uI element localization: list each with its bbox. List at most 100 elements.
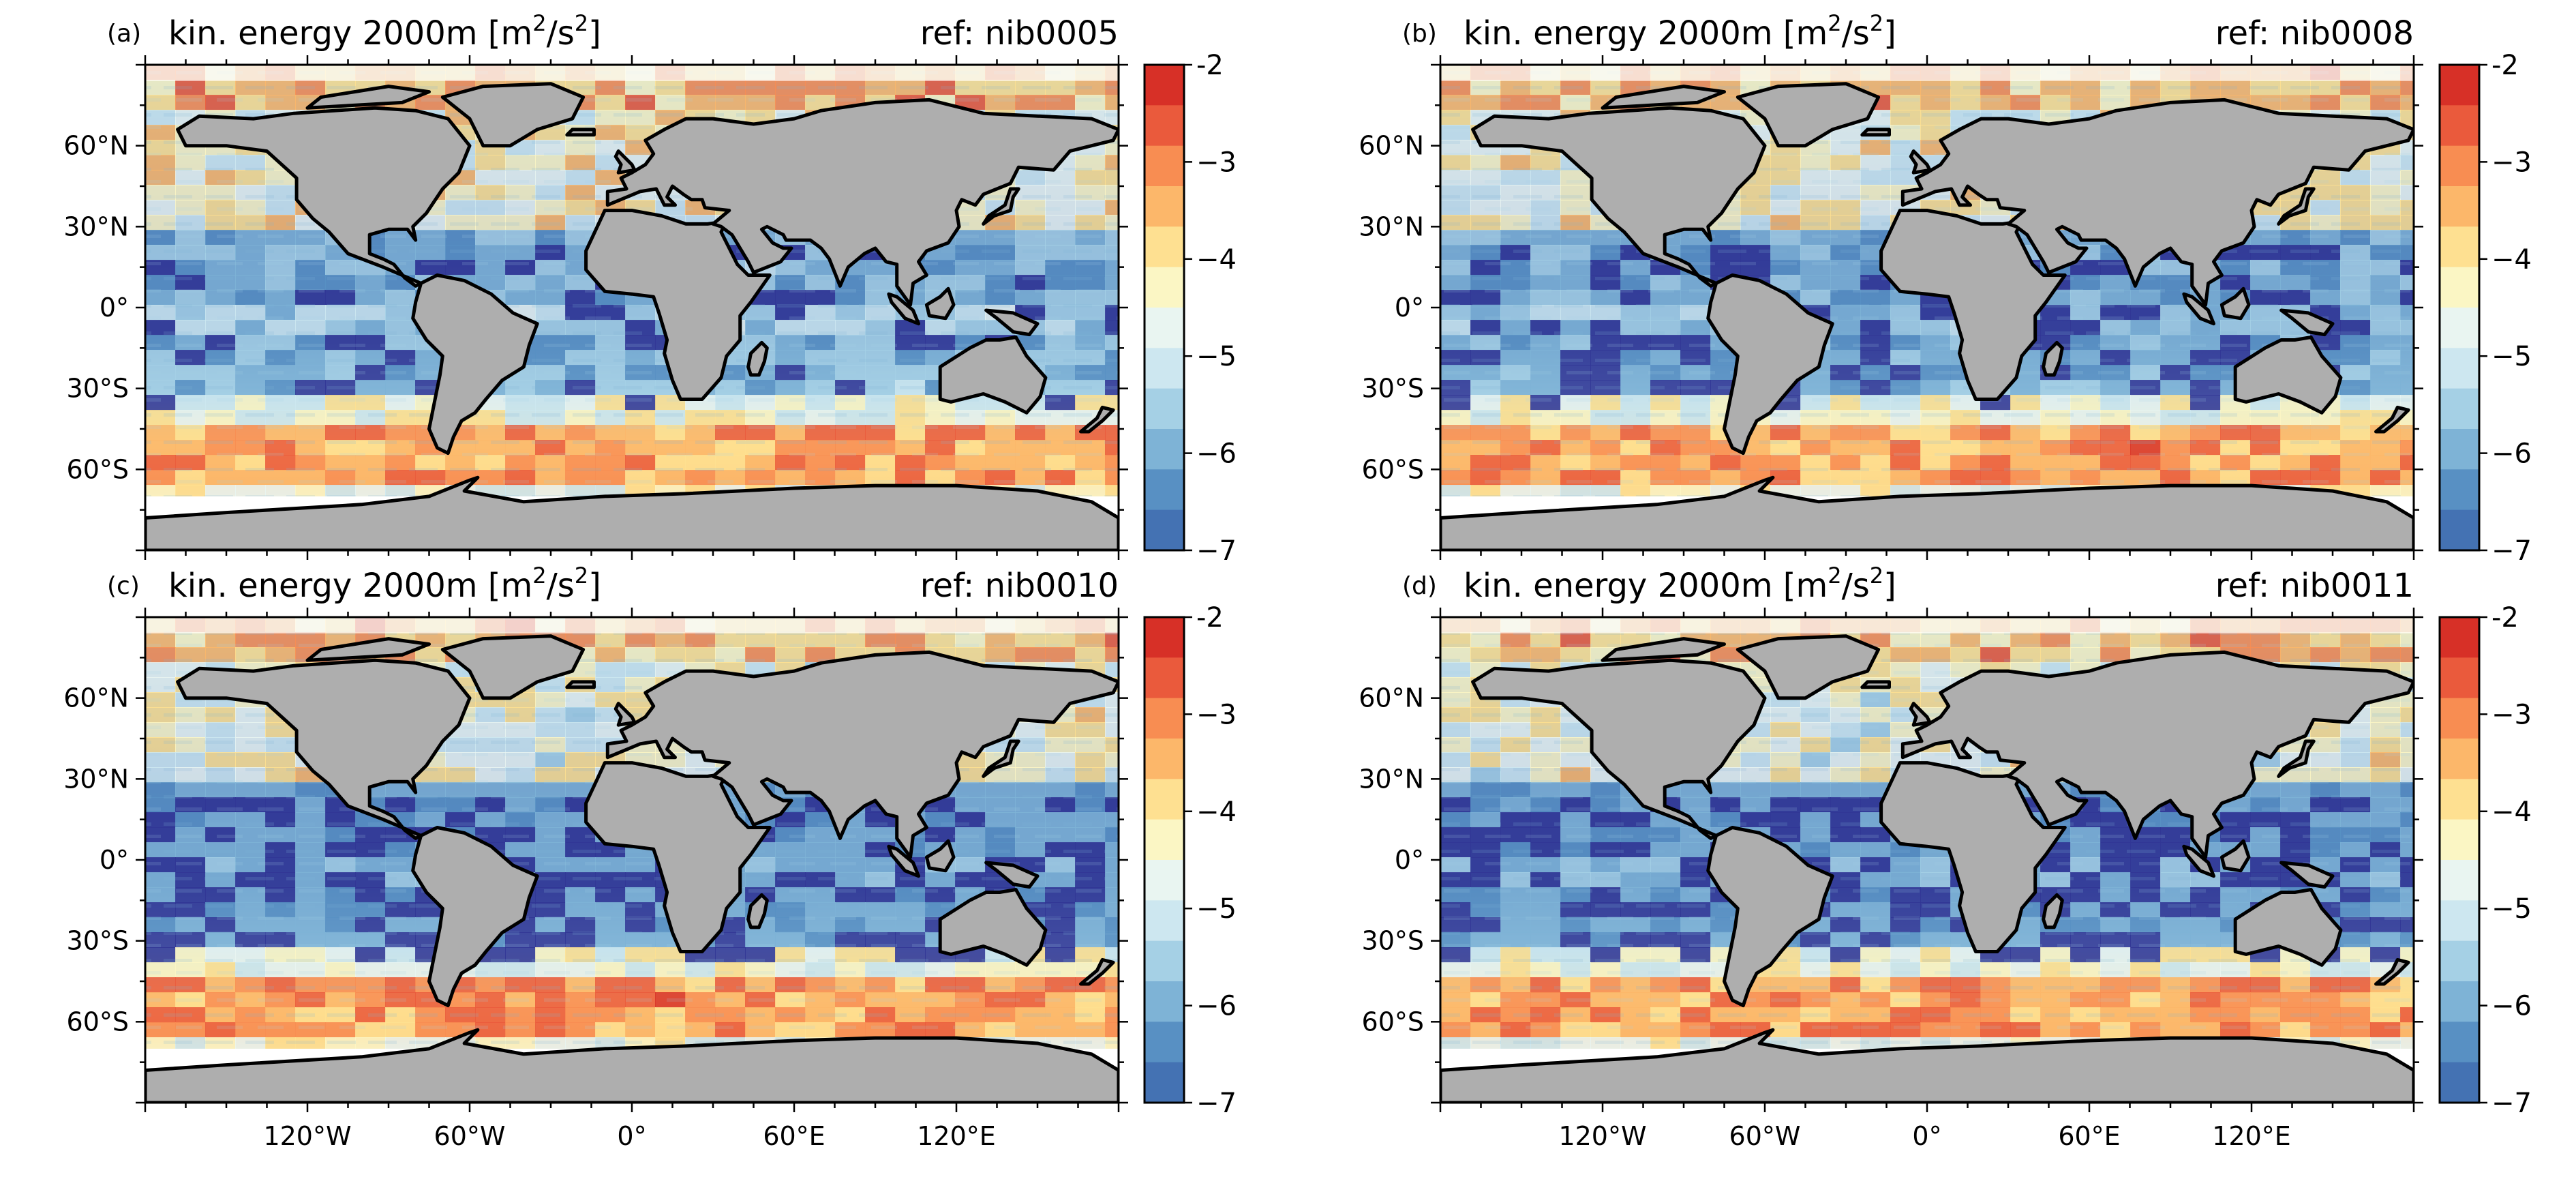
land-borneo (2219, 839, 2251, 873)
colorbar-tick-label: −3 (2491, 147, 2532, 178)
colorbar-segment (1145, 1022, 1184, 1063)
colorbar-segment (1145, 739, 1184, 779)
colorbar-segment (1145, 65, 1184, 106)
colorbar-segment (2440, 739, 2479, 779)
land-madagascar (746, 893, 769, 929)
land-madagascar (2042, 893, 2064, 929)
land-eurafrica (1879, 761, 2067, 953)
lat-tick-label: 60°N (1359, 131, 1424, 161)
land-arcticisl (305, 85, 431, 110)
land-australia (938, 336, 1048, 415)
colorbar-tick-label: −5 (1196, 893, 1237, 925)
colorbar-segment (2440, 1022, 2479, 1063)
land-eurasia (605, 98, 1119, 307)
land-iceland (565, 128, 596, 137)
land-arcticisl (305, 637, 431, 662)
colorbar-segment (1145, 509, 1184, 551)
colorbar-tick-label: −7 (1196, 1088, 1237, 1119)
lat-tick-label: 30°S (67, 926, 129, 956)
colorbar-segment (2440, 226, 2479, 268)
lat-tick-label: 0° (1395, 845, 1424, 875)
land-uk (1909, 702, 1932, 727)
land-antarctica (145, 475, 1119, 550)
lat-tick-label: 30°N (63, 211, 129, 241)
colorbar-segment (2440, 469, 2479, 511)
lat-tick-label: 60°S (1362, 1007, 1424, 1037)
lat-tick-label: 30°N (63, 764, 129, 794)
colorbar-segment (1145, 698, 1184, 739)
colorbar-segment (1145, 186, 1184, 227)
land-samerica (1706, 273, 1834, 456)
lon-tick-label: 120°E (917, 1121, 996, 1151)
colorbar-segment (2440, 509, 2479, 551)
colorbar-frame (2438, 63, 2481, 552)
land-japan (2277, 739, 2316, 778)
colorbar-segment (2440, 819, 2479, 861)
colorbar-tick-label: −4 (1196, 244, 1237, 275)
lon-tick-label: 0° (617, 1121, 646, 1151)
map-panel: 60°N 30°N 0° 30°S 60°S 120°W 60°W 0° 60°E 120°E (d… (1359, 563, 2532, 1151)
lat-tick-label: 30°N (1359, 764, 1424, 794)
land-uk (613, 149, 637, 175)
land-newguinea (984, 308, 1040, 337)
land-iceland (1860, 128, 1891, 137)
colorbar-segment (1145, 981, 1184, 1022)
land-japan (2277, 187, 2316, 226)
colorbar-segment (2440, 940, 2479, 982)
colorbar-segment (1145, 819, 1184, 861)
colorbar-tick-label: -2 (1196, 602, 1224, 634)
colorbar-segment (2440, 900, 2479, 942)
land-namerica (176, 106, 472, 288)
colorbar-segment (1145, 779, 1184, 820)
colorbar-segment (1145, 388, 1184, 430)
colorbar-tick-label: −7 (2491, 1088, 2532, 1119)
land-madagascar (746, 340, 769, 377)
panel-title: kin. energy 2000m [m2/s2] (168, 10, 601, 53)
colorbar-tick-label: −4 (2491, 244, 2532, 275)
colorbar-segment (1145, 657, 1184, 699)
colorbar-tick-label: -2 (1196, 50, 1224, 81)
land-greenland (1736, 634, 1881, 700)
colorbar-tick-label: −3 (2491, 699, 2532, 730)
lon-tick-label: 60°W (434, 1121, 506, 1151)
land-nz (1079, 405, 1115, 434)
land-namerica (1471, 658, 1767, 840)
colorbar-tick-label: −6 (2491, 991, 2532, 1022)
lat-tick-label: 0° (1395, 293, 1424, 323)
panel-title: kin. energy 2000m [m2/s2] (168, 563, 601, 605)
lon-tick-label: 120°E (2212, 1121, 2291, 1151)
land-sumatra (2182, 292, 2215, 326)
panel-ref: ref: nib0011 (2215, 567, 2414, 605)
colorbar-segment (2440, 657, 2479, 699)
colorbar-segment (2440, 388, 2479, 430)
land-australia (2233, 888, 2343, 967)
land-greenland (1736, 82, 1881, 148)
map-panel: 60°N 30°N 0° 30°S 60°S (b) kin. energy 2000m [… (1359, 10, 2532, 567)
panel-ref: ref: nib0008 (2215, 14, 2414, 53)
panel-tag: (d) (1402, 572, 1437, 600)
colorbar-segment (2440, 429, 2479, 470)
lon-tick-label: 60°E (763, 1121, 825, 1151)
colorbar-tick-label: −3 (1196, 699, 1237, 730)
colorbar-tick-label: −5 (1196, 341, 1237, 372)
map-area (145, 617, 1119, 1103)
land-nz (1079, 957, 1115, 986)
lat-tick-label: 30°S (1362, 926, 1424, 956)
land-australia (2233, 336, 2343, 415)
colorbar-segment (1145, 308, 1184, 348)
land-newguinea (984, 861, 1040, 889)
lat-tick-label: 30°S (67, 374, 129, 404)
colorbar-segment (1145, 617, 1184, 658)
land-borneo (924, 286, 956, 321)
lat-tick-label: 0° (100, 845, 129, 875)
colorbar-tick-label: -2 (2491, 602, 2519, 634)
colorbar-segment (2440, 65, 2479, 106)
map-panel: 60°N 30°N 0° 30°S 60°S (a) kin. energy 2000m [… (63, 10, 1237, 567)
colorbar-frame (2438, 616, 2481, 1104)
colorbar-segment (1145, 267, 1184, 308)
panel-tag: (b) (1402, 20, 1437, 48)
colorbar-segment (2440, 145, 2479, 187)
land-arcticisl (1601, 85, 1726, 110)
colorbar-segment (2440, 348, 2479, 389)
colorbar-tick-label: −5 (2491, 341, 2532, 372)
